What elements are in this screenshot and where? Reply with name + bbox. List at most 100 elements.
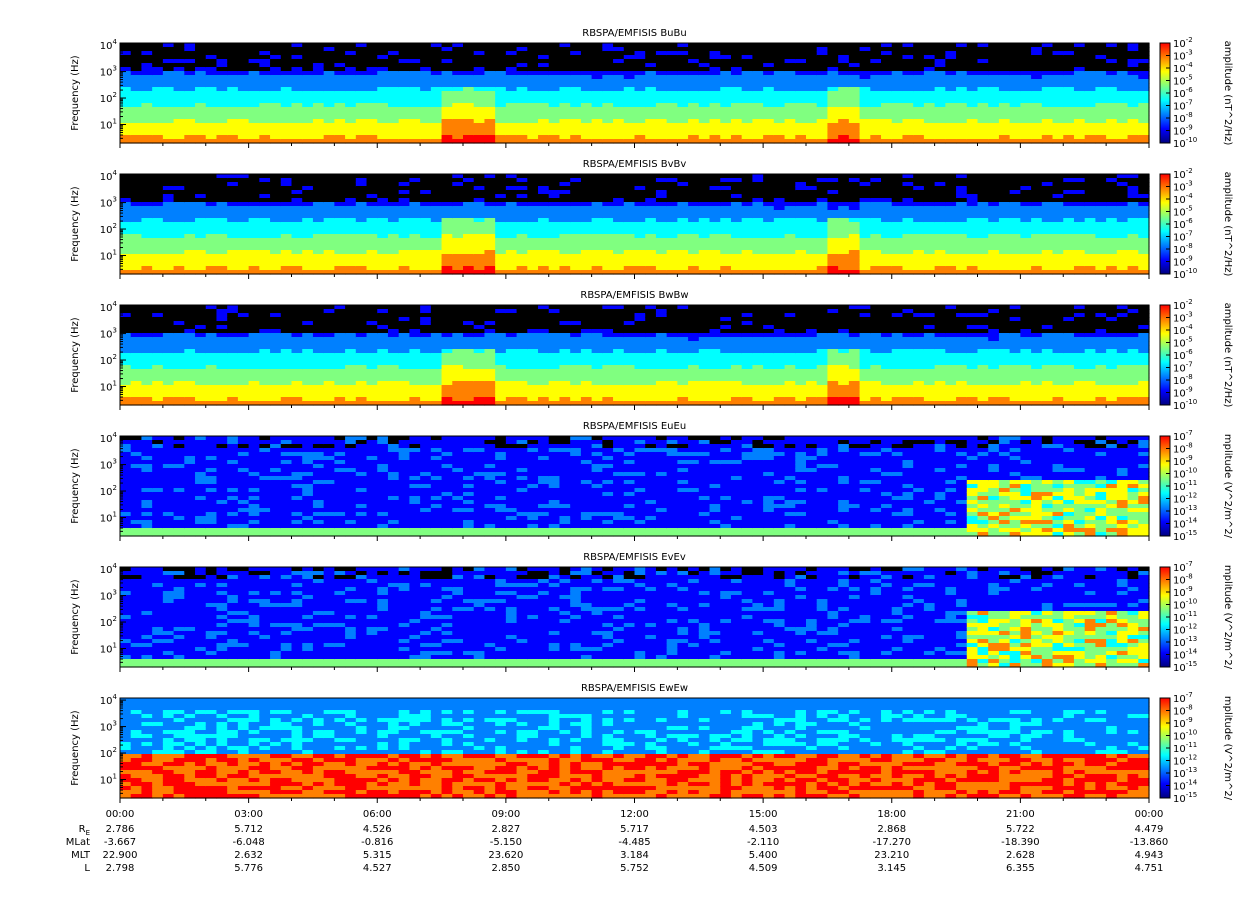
colorbar-tick-label: 10-11 <box>1173 741 1197 755</box>
colorbar-tick-label: 10-8 <box>1173 573 1193 587</box>
colorbar-tick-label: 10-7 <box>1173 230 1193 244</box>
ephemeris-value: 4.527 <box>363 863 392 874</box>
colorbar-tick-label: 10-15 <box>1173 660 1197 674</box>
ephemeris-value: -18.390 <box>1001 837 1040 848</box>
panel-1: RBSPA/EMFISIS BuBu 104 103 102 101 Frequency … <box>70 28 1233 150</box>
ephemeris-value: 2.850 <box>492 863 521 874</box>
y-tick-label: 101 <box>100 248 117 262</box>
spectrogram-image <box>120 698 1150 799</box>
colorbar-tick-label: 10-9 <box>1173 454 1193 468</box>
ephemeris-value: 2.632 <box>234 850 263 861</box>
y-tick-label: 103 <box>100 196 117 210</box>
ephemeris-value: 5.717 <box>620 824 649 835</box>
colorbar-tick-label: 10-8 <box>1173 704 1193 718</box>
colorbar-tick-label: 10-13 <box>1173 504 1197 518</box>
colorbar: 10-710-810-910-1010-1110-1210-1310-1410-… <box>1159 560 1233 674</box>
ephemeris-value: -5.150 <box>490 837 522 848</box>
colorbar-tick-label: 10-9 <box>1173 585 1193 599</box>
colorbar-tick-label: 10-2 <box>1173 167 1193 181</box>
ephemeris-value: -4.485 <box>618 837 650 848</box>
ephemeris-value: 4.751 <box>1135 863 1164 874</box>
x-tick-label: 18:00 <box>877 809 906 820</box>
panel-title: RBSPA/EMFISIS EvEv <box>583 552 686 563</box>
ephemeris-value: -13.860 <box>1130 837 1169 848</box>
colorbar-tick-label: 10-15 <box>1173 529 1197 543</box>
ephemeris-value: -0.816 <box>361 837 393 848</box>
ephemeris-value: 6.355 <box>1006 863 1035 874</box>
y-tick-label: 101 <box>100 379 117 393</box>
colorbar: 10-210-310-410-510-610-710-810-910-10 amp… <box>1159 298 1233 412</box>
y-tick-label: 104 <box>100 300 118 314</box>
y-tick-label: 104 <box>100 562 118 576</box>
y-tick-label: 102 <box>100 353 117 367</box>
colorbar-tick-label: 10-9 <box>1173 386 1193 400</box>
ephemeris-value: 2.798 <box>106 863 135 874</box>
y-tick-label: 104 <box>100 38 118 52</box>
y-tick-label: 101 <box>100 772 117 786</box>
colorbar-tick-label: 10-11 <box>1173 479 1197 493</box>
colorbar-tick-label: 10-6 <box>1173 348 1193 362</box>
y-tick-label: 103 <box>100 65 117 79</box>
colorbar-tick-label: 10-7 <box>1173 361 1193 375</box>
ephemeris-value: 4.503 <box>749 824 778 835</box>
colorbar-tick-label: 10-4 <box>1173 61 1193 75</box>
ephemeris-value: 5.315 <box>363 850 392 861</box>
colorbar-label: amplitude (nT^2/Hz) <box>1222 303 1233 408</box>
y-axis-label: Frequency (Hz) <box>70 448 81 524</box>
colorbar-tick-label: 10-10 <box>1173 267 1197 281</box>
colorbar-label: amplitude (nT^2/Hz) <box>1222 41 1233 146</box>
ephemeris-value: -6.048 <box>233 837 265 848</box>
colorbar-label: amplitude (nT^2/Hz) <box>1222 172 1233 277</box>
colorbar-tick-label: 10-4 <box>1173 192 1193 206</box>
colorbar-tick-label: 10-4 <box>1173 323 1193 337</box>
ephemeris-value: 22.900 <box>103 850 138 861</box>
ephemeris-value: -17.270 <box>872 837 911 848</box>
colorbar-tick-label: 10-9 <box>1173 255 1193 269</box>
colorbar-tick-label: 10-6 <box>1173 86 1193 100</box>
ephemeris-value: 4.943 <box>1135 850 1164 861</box>
y-tick-label: 102 <box>100 615 117 629</box>
y-tick-label: 101 <box>100 117 117 131</box>
y-tick-label: 101 <box>100 510 117 524</box>
spectrogram-image <box>120 43 1150 144</box>
colorbar-tick-label: 10-12 <box>1173 492 1197 506</box>
colorbar-tick-label: 10-7 <box>1173 429 1193 443</box>
colorbar-tick-label: 10-7 <box>1173 691 1193 705</box>
ephemeris-value: 4.526 <box>363 824 392 835</box>
colorbar-tick-label: 10-10 <box>1173 398 1197 412</box>
colorbar-tick-label: 10-15 <box>1173 791 1197 805</box>
ephemeris-row-label: MLT <box>71 850 91 861</box>
colorbar-tick-label: 10-13 <box>1173 635 1197 649</box>
x-tick-label: 00:00 <box>1135 809 1164 820</box>
colorbar-label: mplitude (V^2/m^2/ <box>1222 434 1233 539</box>
ephemeris-value: 3.184 <box>620 850 649 861</box>
colorbar-tick-label: 10-14 <box>1173 648 1198 662</box>
colorbar-tick-label: 10-3 <box>1173 311 1193 325</box>
ephemeris-value: -2.110 <box>747 837 779 848</box>
ephemeris-value: 4.509 <box>749 863 778 874</box>
ephemeris-value: 3.145 <box>877 863 906 874</box>
y-tick-label: 104 <box>100 169 118 183</box>
colorbar-tick-label: 10-11 <box>1173 610 1197 624</box>
colorbar-tick-label: 10-9 <box>1173 716 1193 730</box>
x-tick-label: 12:00 <box>620 809 649 820</box>
spectrogram-image <box>120 436 1150 537</box>
ephemeris-row-label: MLat <box>66 837 90 848</box>
panel-title: RBSPA/EMFISIS BwBw <box>580 290 688 301</box>
ephemeris-value: 5.752 <box>620 863 649 874</box>
colorbar-tick-label: 10-8 <box>1173 442 1193 456</box>
y-tick-label: 102 <box>100 91 117 105</box>
ephemeris-value: 23.210 <box>874 850 909 861</box>
ephemeris-value: 4.479 <box>1135 824 1164 835</box>
colorbar-tick-label: 10-10 <box>1173 136 1197 150</box>
y-axis-label: Frequency (Hz) <box>70 55 81 131</box>
colorbar: 10-710-810-910-1010-1110-1210-1310-1410-… <box>1159 691 1233 805</box>
ephemeris-value: 5.776 <box>234 863 263 874</box>
x-tick-label: 03:00 <box>234 809 263 820</box>
y-axis-label: Frequency (Hz) <box>70 579 81 655</box>
y-tick-label: 102 <box>100 222 117 236</box>
ephemeris-value: 5.722 <box>1006 824 1035 835</box>
ephemeris-value: 2.827 <box>492 824 521 835</box>
colorbar-label: mplitude (V^2/m^2/ <box>1222 696 1233 801</box>
